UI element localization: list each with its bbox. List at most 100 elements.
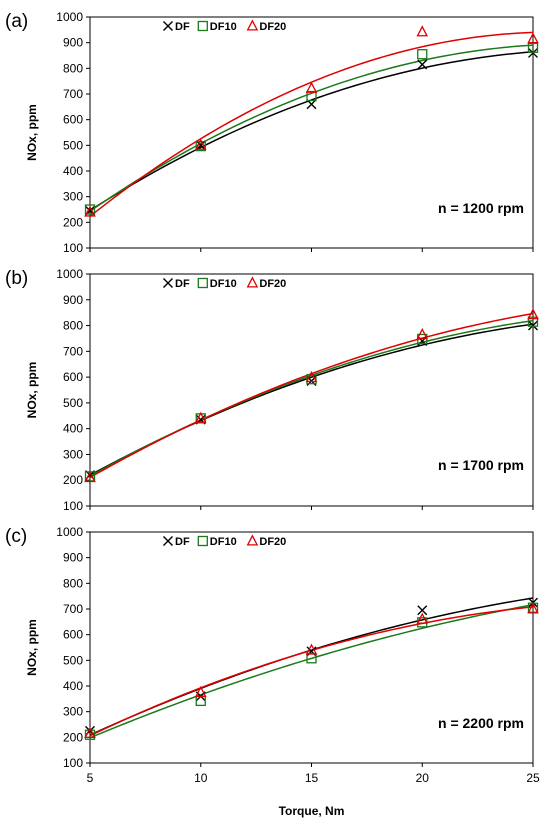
legend-marker-df (163, 21, 173, 31)
y-tick-label: 1000 (56, 267, 83, 281)
y-tick-label: 900 (63, 551, 83, 565)
data-point-df20 (527, 308, 539, 320)
y-tick-label: 1000 (56, 10, 83, 24)
y-tick-label: 100 (63, 241, 83, 255)
legend-label-df10: DF10 (210, 536, 237, 548)
x-tick-label: 5 (87, 771, 94, 785)
x-axis-title: Torque, Nm (279, 804, 345, 818)
y-tick-label: 800 (63, 61, 83, 75)
panel-label: (c) (5, 526, 27, 547)
y-tick-label: 700 (63, 344, 83, 358)
legend-label-df: DF (175, 278, 190, 290)
data-point-df (417, 59, 428, 70)
data-point-df20 (527, 32, 539, 44)
data-point-df10 (195, 140, 206, 152)
data-point-df20 (305, 81, 318, 93)
y-tick-label: 200 (63, 473, 83, 487)
data-point-df10 (306, 374, 317, 385)
trend-line-df20 (89, 312, 534, 479)
data-point-df20 (305, 371, 318, 383)
y-tick-label: 300 (63, 705, 83, 719)
data-point-df10 (84, 729, 96, 740)
data-point-df10 (417, 49, 428, 60)
data-point-df20 (84, 205, 96, 217)
y-tick-label: 100 (63, 499, 83, 513)
legend-marker-df20 (246, 276, 259, 288)
data-point-df20 (305, 643, 318, 655)
legend-label-df20: DF20 (259, 278, 286, 290)
y-tick-label: 500 (63, 396, 83, 410)
legend-marker-df (163, 278, 173, 288)
y-tick-label: 800 (63, 319, 83, 333)
rpm-annotation: n = 2200 rpm (438, 715, 524, 731)
legend-marker-df (163, 536, 173, 546)
data-point-df (306, 99, 317, 110)
data-point-df10 (527, 316, 539, 327)
trend-line-df (89, 51, 534, 212)
chart-panel-1: 100 200 300 400 500 600 700 800 900 1000 NOx, ppm (… (5, 10, 539, 255)
y-axis-title: NOx, ppm (25, 104, 39, 161)
legend-marker-df10 (197, 20, 208, 32)
legend-label-df20: DF20 (259, 536, 286, 548)
data-point-df (195, 140, 206, 151)
y-axis-title: NOx, ppm (25, 362, 39, 419)
y-tick-label: 400 (63, 164, 83, 178)
legend-label-df: DF (175, 536, 190, 548)
chart-panel-2: 100 200 300 400 500 600 700 800 900 1000 NOx, ppm (… (5, 267, 539, 513)
y-tick-label: 700 (63, 602, 83, 616)
data-point-df (417, 605, 428, 616)
data-point-df20 (416, 612, 429, 624)
y-tick-label: 400 (63, 679, 83, 693)
data-point-df20 (84, 726, 96, 739)
data-point-df20 (84, 471, 96, 483)
y-tick-label: 500 (63, 653, 83, 667)
y-tick-label: 600 (63, 113, 83, 127)
y-tick-label: 1000 (56, 525, 83, 539)
y-tick-label: 900 (63, 36, 83, 50)
trend-line-df10 (89, 319, 534, 477)
x-tick-label: 15 (305, 771, 319, 785)
y-tick-label: 400 (63, 422, 83, 436)
x-tick-label: 10 (194, 771, 208, 785)
y-tick-label: 200 (63, 215, 83, 229)
y-tick-label: 800 (63, 576, 83, 590)
y-tick-label: 300 (63, 190, 83, 204)
y-tick-label: 200 (63, 730, 83, 744)
legend-label-df: DF (175, 21, 190, 33)
y-tick-label: 100 (63, 756, 83, 770)
rpm-annotation: n = 1200 rpm (438, 200, 524, 216)
trend-line-df (89, 323, 534, 476)
chart-panels: 100 200 300 400 500 600 700 800 900 1000 NOx, ppm (… (5, 10, 540, 818)
legend-marker-df10 (197, 277, 208, 289)
y-tick-label: 700 (63, 87, 83, 101)
data-point-df10 (306, 90, 317, 102)
panel-label: (a) (5, 11, 28, 32)
data-point-df20 (416, 25, 429, 37)
x-tick-label: 20 (416, 771, 430, 785)
data-point-df20 (194, 138, 207, 150)
y-tick-label: 500 (63, 138, 83, 152)
legend-marker-df20 (246, 19, 259, 31)
trend-line-df10 (89, 44, 534, 212)
data-point-df10 (195, 695, 206, 707)
legend-marker-df10 (197, 535, 208, 547)
panel-label: (b) (5, 268, 28, 289)
legend-label-df10: DF10 (210, 278, 237, 290)
y-axis-title: NOx, ppm (25, 619, 39, 676)
legend-label-df20: DF20 (259, 21, 286, 33)
y-tick-label: 600 (63, 628, 83, 642)
chart-panel-3: 100 200 300 400 500 600 700 800 900 1000 5 10 15 20 25… (5, 525, 540, 818)
trend-line-df10 (89, 603, 534, 739)
y-tick-label: 600 (63, 370, 83, 384)
y-tick-label: 900 (63, 293, 83, 307)
data-point-df20 (527, 602, 539, 614)
data-point-df20 (194, 685, 207, 697)
x-tick-label: 25 (526, 771, 540, 785)
legend-label-df10: DF10 (210, 21, 237, 33)
legend-marker-df20 (246, 534, 259, 546)
y-tick-label: 300 (63, 447, 83, 461)
data-point-df20 (416, 327, 429, 340)
data-point-df10 (84, 204, 96, 215)
rpm-annotation: n = 1700 rpm (438, 457, 524, 473)
